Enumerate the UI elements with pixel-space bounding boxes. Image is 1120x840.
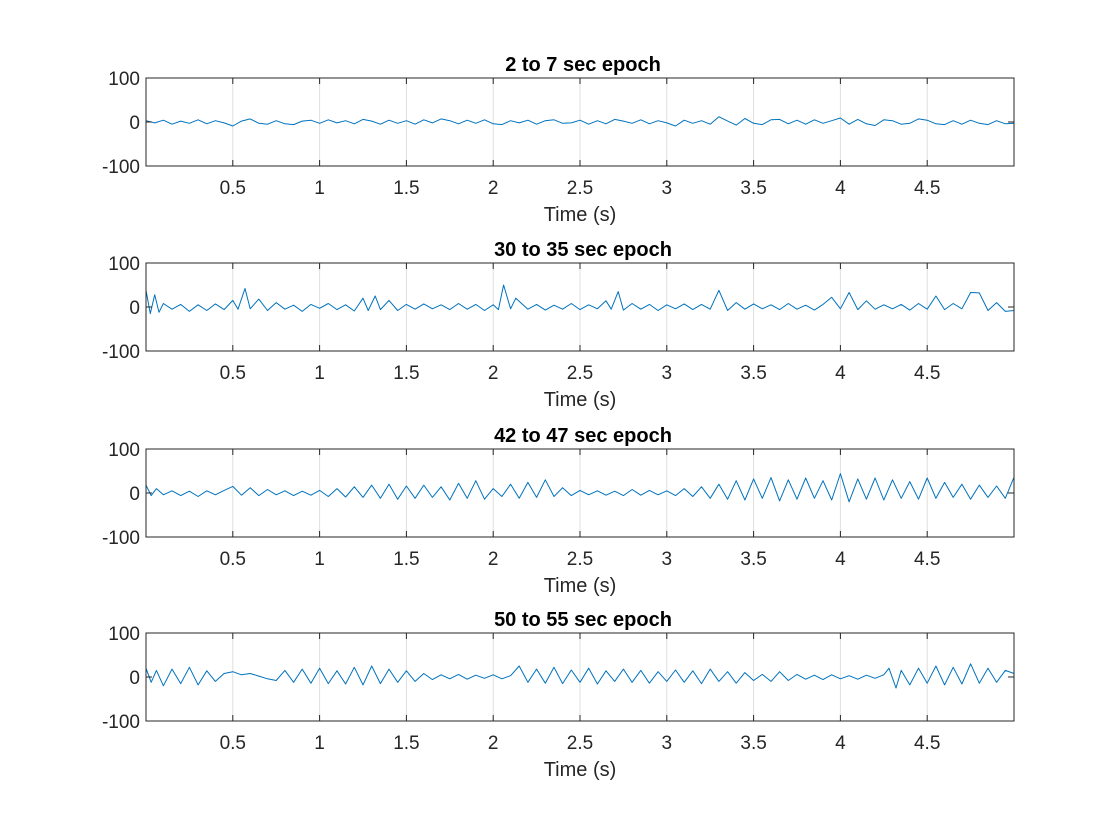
x-tick-label: 3 [662, 178, 673, 199]
y-tick-label: -100 [102, 528, 140, 549]
y-tick-label: -100 [102, 342, 140, 363]
subplot-title: 2 to 7 sec epoch [505, 54, 661, 76]
y-tick-label: 0 [129, 113, 140, 134]
x-tick-label: 1 [314, 733, 325, 754]
y-tick-label: -100 [102, 712, 140, 733]
x-tick-label: 4 [835, 549, 846, 570]
x-tick-label: 0.5 [220, 733, 246, 754]
x-axis-label: Time (s) [544, 389, 617, 411]
x-tick-label: 2 [488, 733, 499, 754]
x-tick-label: 2 [488, 549, 499, 570]
x-tick-label: 4 [835, 178, 846, 199]
x-tick-label: 1 [314, 549, 325, 570]
y-tick-label: 100 [108, 440, 140, 461]
x-tick-label: 4.5 [914, 363, 940, 384]
y-tick-label: 0 [129, 298, 140, 319]
y-tick-label: -100 [102, 157, 140, 178]
subplot-title: 30 to 35 sec epoch [494, 239, 672, 261]
x-tick-label: 2 [488, 178, 499, 199]
subplot-title: 50 to 55 sec epoch [494, 609, 672, 631]
x-tick-label: 3.5 [740, 549, 766, 570]
x-axis-label: Time (s) [544, 204, 617, 226]
signal-line [145, 284, 1015, 315]
x-axis-label: Time (s) [544, 759, 617, 781]
x-tick-label: 0.5 [220, 549, 246, 570]
y-tick-label: 0 [129, 668, 140, 689]
subplot-title: 42 to 47 sec epoch [494, 425, 672, 447]
subplot-4: 0.5 1 1.5 2 2.5 3 3.5 4 4.5 -100 0 100 50 to 55 sec … [102, 609, 1015, 781]
x-tick-label: 3.5 [740, 178, 766, 199]
x-tick-label: 1.5 [393, 363, 419, 384]
x-tick-label: 0.5 [220, 178, 246, 199]
x-tick-label: 2 [488, 363, 499, 384]
y-tick-label: 100 [108, 254, 140, 275]
x-tick-label: 3 [662, 733, 673, 754]
x-tick-label: 4 [835, 363, 846, 384]
y-tick-label: 0 [129, 484, 140, 505]
x-axis-label: Time (s) [544, 575, 617, 597]
subplot-1: 0.5 1 1.5 2 2.5 3 3.5 4 4.5 -100 0 100 2 to 7 sec ep… [102, 54, 1015, 226]
x-tick-label: 1.5 [393, 733, 419, 754]
x-tick-label: 1 [314, 178, 325, 199]
y-tick-label: 100 [108, 624, 140, 645]
signal-line [145, 473, 1015, 503]
x-tick-label: 1.5 [393, 178, 419, 199]
x-tick-label: 4 [835, 733, 846, 754]
x-tick-label: 3 [662, 549, 673, 570]
x-tick-label: 2.5 [567, 363, 593, 384]
x-tick-label: 2.5 [567, 733, 593, 754]
x-tick-label: 4.5 [914, 178, 940, 199]
x-tick-label: 2.5 [567, 178, 593, 199]
x-tick-label: 4.5 [914, 549, 940, 570]
x-tick-label: 1.5 [393, 549, 419, 570]
x-tick-label: 4.5 [914, 733, 940, 754]
x-tick-label: 3 [662, 363, 673, 384]
x-tick-label: 1 [314, 363, 325, 384]
y-tick-label: 100 [108, 69, 140, 90]
x-tick-label: 2.5 [567, 549, 593, 570]
subplot-3: 0.5 1 1.5 2 2.5 3 3.5 4 4.5 -100 0 100 42 to 47 sec … [102, 425, 1015, 597]
subplot-2: 0.5 1 1.5 2 2.5 3 3.5 4 4.5 -100 0 100 30 to 35 sec … [102, 239, 1015, 411]
x-tick-label: 0.5 [220, 363, 246, 384]
x-tick-label: 3.5 [740, 733, 766, 754]
x-tick-label: 3.5 [740, 363, 766, 384]
signal-line [145, 116, 1015, 127]
signal-line [145, 663, 1015, 689]
